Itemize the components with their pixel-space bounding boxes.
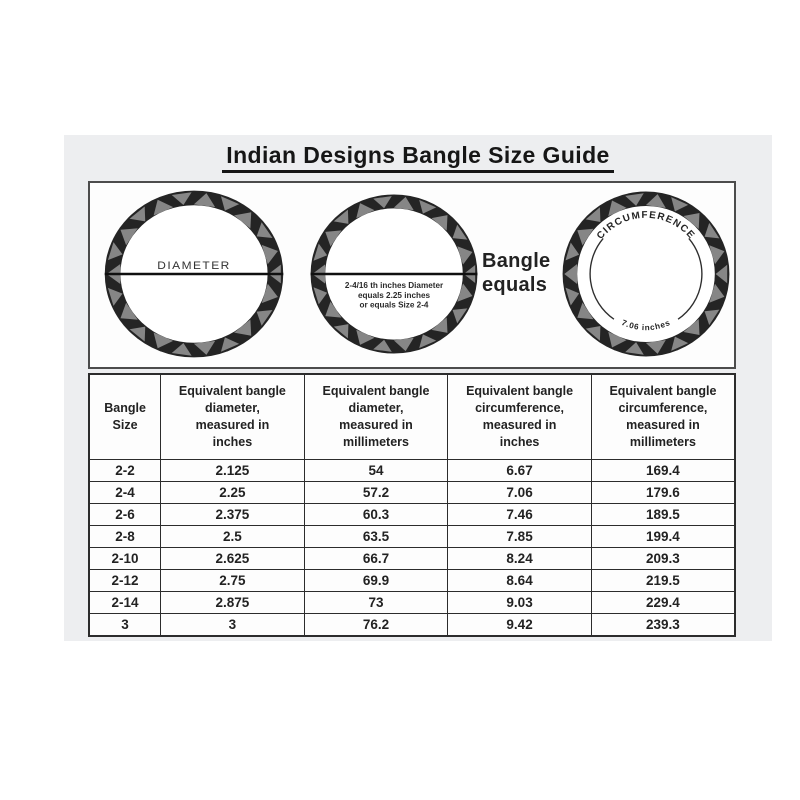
table-header-cell: Equivalent bangle circumference, measure… [590, 373, 736, 460]
table-cell: 57.2 [303, 481, 449, 504]
table-cell: 8.24 [447, 547, 592, 570]
table-cell: 2.75 [160, 569, 305, 592]
table-cell: 179.6 [590, 481, 736, 504]
table-cell: 199.4 [590, 525, 736, 548]
table-cell: 2.25 [160, 481, 305, 504]
table-cell: 189.5 [590, 503, 736, 526]
table-cell: 2.875 [160, 591, 305, 614]
table-row: 2-4 2.25 57.2 7.06 179.6 [88, 481, 736, 504]
bangle-diameter-diagram: DIAMETER [104, 190, 284, 358]
size-example-caption-line: or equals Size 2-4 [360, 301, 429, 310]
table-cell: 73 [303, 591, 449, 614]
table-cell: 2-6 [88, 503, 162, 526]
table-cell: 60.3 [303, 503, 449, 526]
table-cell: 2.125 [160, 459, 305, 482]
table-cell: 2.5 [160, 525, 305, 548]
table-cell: 2-14 [88, 591, 162, 614]
table-cell: 9.42 [447, 613, 592, 637]
table-cell: 169.4 [590, 459, 736, 482]
table-cell: 2-8 [88, 525, 162, 548]
table-row: 3 3 76.2 9.42 239.3 [88, 613, 736, 637]
bangle-ring-pattern [562, 191, 730, 357]
table-cell: 63.5 [303, 525, 449, 548]
size-example-caption-line: 2-4/16 th inches Diameter [345, 281, 443, 290]
table-cell: 2.625 [160, 547, 305, 570]
table-row: 2-2 2.125 54 6.67 169.4 [88, 459, 736, 482]
table-header-cell: Equivalent bangle diameter, measured in … [303, 373, 449, 460]
table-cell: 2-2 [88, 459, 162, 482]
table-cell: 9.03 [447, 591, 592, 614]
table-cell: 209.3 [590, 547, 736, 570]
bangle-equals-label: Bangle equals [482, 250, 551, 296]
table-row: 2-8 2.5 63.5 7.85 199.4 [88, 525, 736, 548]
table-cell: 2-10 [88, 547, 162, 570]
guide-sheet: Indian Designs Bangle Size Guide DIAMETE… [64, 135, 772, 641]
bangle-size-example-diagram: 2-4/16 th inches Diameter equals 2.25 in… [310, 194, 478, 354]
inner-circle-left-arc [589, 238, 615, 320]
table-cell: 54 [303, 459, 449, 482]
table-row: 2-14 2.875 73 9.03 229.4 [88, 591, 736, 614]
table-header-cell: Bangle Size [88, 373, 162, 460]
table-cell: 2.375 [160, 503, 305, 526]
table-header-row: Bangle Size Equivalent bangle diameter, … [88, 373, 736, 460]
table-header-cell: Equivalent bangle diameter, measured in … [160, 373, 305, 460]
table-cell: 219.5 [590, 569, 736, 592]
size-table-wrap: Bangle Size Equivalent bangle diameter, … [88, 373, 736, 637]
table-row: 2-10 2.625 66.7 8.24 209.3 [88, 547, 736, 570]
size-example-caption-line: equals 2.25 inches [358, 291, 431, 300]
table-cell: 2-4 [88, 481, 162, 504]
table-cell: 76.2 [303, 613, 449, 637]
bangle-circumference-diagram: CIRCUMFERENCE 7.06 inches [562, 191, 730, 357]
table-cell: 3 [160, 613, 305, 637]
bangle-diagram-box: DIAMETER 2-4/16 th inches Diameter equal… [88, 181, 736, 369]
table-cell: 229.4 [590, 591, 736, 614]
table-cell: 239.3 [590, 613, 736, 637]
table-cell: 8.64 [447, 569, 592, 592]
table-cell: 7.46 [447, 503, 592, 526]
table-cell: 69.9 [303, 569, 449, 592]
table-cell: 66.7 [303, 547, 449, 570]
table-cell: 7.85 [447, 525, 592, 548]
diameter-label: DIAMETER [157, 260, 231, 272]
table-header-cell: Equivalent bangle circumference, measure… [447, 373, 592, 460]
bangle-diameter-figure: DIAMETER [102, 188, 286, 360]
table-cell: 2-12 [88, 569, 162, 592]
table-cell: 6.67 [447, 459, 592, 482]
table-row: 2-6 2.375 60.3 7.46 189.5 [88, 503, 736, 526]
title-row: Indian Designs Bangle Size Guide [64, 142, 772, 173]
bangle-circumference-figure: CIRCUMFERENCE 7.06 inches [560, 189, 732, 359]
size-table: Bangle Size Equivalent bangle diameter, … [88, 373, 736, 637]
inner-circle-right-arc [677, 238, 703, 320]
table-row: 2-12 2.75 69.9 8.64 219.5 [88, 569, 736, 592]
bangle-size-example-figure: 2-4/16 th inches Diameter equals 2.25 in… [308, 192, 480, 356]
page-title: Indian Designs Bangle Size Guide [222, 142, 614, 173]
table-cell: 3 [88, 613, 162, 637]
table-cell: 7.06 [447, 481, 592, 504]
